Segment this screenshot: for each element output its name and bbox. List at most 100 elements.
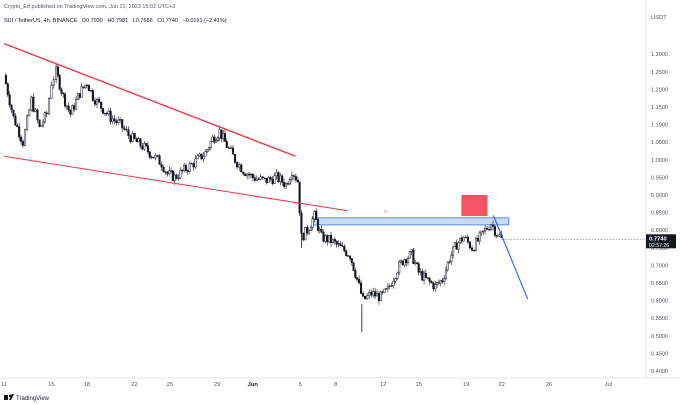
candle-body: [464, 236, 467, 238]
candle-body: [498, 234, 501, 237]
candlestick-series: [4, 62, 503, 333]
candle-body: [267, 177, 270, 183]
candle-body: [168, 170, 171, 175]
candle-body: [292, 175, 295, 177]
ohlc-low: L0.7686: [133, 18, 153, 24]
candle-body: [271, 178, 274, 184]
price-tick-label: 0.8500: [651, 211, 668, 217]
candle-body: [348, 255, 352, 259]
candle-body: [361, 293, 365, 297]
candle-body: [478, 232, 481, 242]
candle-body: [21, 140, 25, 146]
candle-body: [318, 228, 321, 231]
candle-body: [152, 156, 155, 159]
candle-body: [261, 176, 264, 179]
candle-body: [273, 175, 276, 184]
candle-body: [432, 282, 435, 290]
candle-body: [156, 155, 159, 157]
candle-body: [43, 112, 46, 123]
candle-body: [181, 169, 184, 172]
candle-body: [459, 237, 462, 244]
candle-body: [396, 272, 399, 279]
candle-body: [309, 227, 312, 231]
candle-body: [76, 93, 79, 100]
price-tick-label: 1.1500: [651, 105, 668, 111]
candle-body: [315, 211, 318, 220]
candle-body: [347, 255, 350, 257]
candle-body: [253, 177, 256, 181]
price-tick-label: 0.5000: [651, 334, 668, 340]
candle-body: [34, 109, 37, 112]
ohlc-high: H0.7981: [107, 18, 128, 24]
candle-body: [466, 236, 469, 243]
candle-body: [484, 228, 487, 232]
candle-body: [103, 113, 107, 115]
candle-body: [352, 262, 355, 271]
candle-body: [113, 118, 116, 122]
candle-body: [196, 155, 199, 160]
candle-body: [430, 281, 433, 284]
candle-body: [60, 88, 63, 94]
price-tick-label: 0.6500: [651, 281, 668, 287]
candle-body: [470, 247, 474, 251]
candle-body: [263, 177, 266, 179]
candle-body: [215, 140, 218, 143]
candle-body: [259, 176, 262, 180]
candle-body: [428, 277, 431, 282]
candle-body: [183, 165, 186, 172]
candle-body: [32, 96, 35, 112]
candle-body: [131, 133, 134, 142]
candle-body: [107, 110, 110, 115]
candle-body: [36, 109, 39, 121]
candle-body: [341, 245, 344, 247]
candle-body: [202, 155, 205, 160]
candle-body: [372, 291, 375, 296]
candle-body: [84, 84, 87, 88]
time-tick-label: Jun: [248, 382, 259, 388]
candle-body: [26, 115, 29, 131]
last-price-badge-bg: [646, 234, 676, 249]
candle-body: [234, 154, 237, 163]
candle-body: [296, 179, 299, 183]
candle-body: [444, 269, 448, 279]
price-tick-label: 0.9500: [651, 175, 668, 181]
candle-body: [368, 291, 371, 296]
candle-body: [446, 262, 449, 271]
candle-body: [87, 84, 90, 92]
candle-body: [457, 242, 460, 250]
candle-body: [8, 94, 11, 106]
time-axis[interactable]: 11 15 18 22 25 29 Jun 5 8 12 15 19 22 26 Jul: [0, 377, 680, 388]
time-tick-label: Jul: [605, 382, 612, 388]
candle-body: [308, 230, 311, 234]
candle-body: [52, 79, 55, 86]
candle-body: [398, 261, 401, 274]
candle-body: [231, 147, 235, 155]
candle-body: [198, 153, 201, 157]
projection-path: [492, 215, 529, 300]
candle-body: [424, 272, 427, 278]
zone-marker: ^: [384, 211, 387, 217]
candle-body: [23, 129, 27, 146]
candle-body: [343, 245, 346, 252]
candle-body: [28, 109, 31, 117]
candle-body: [436, 282, 439, 285]
candle-body: [121, 119, 124, 129]
candle-body: [4, 75, 7, 85]
candle-body: [462, 237, 465, 242]
candle-body: [158, 155, 161, 165]
candle-body: [80, 86, 83, 98]
candle-body: [441, 280, 444, 282]
candle-body: [58, 75, 61, 90]
candle-body: [137, 138, 140, 143]
candle-body: [485, 228, 489, 230]
candle-body: [16, 124, 19, 127]
candle-body: [375, 293, 379, 297]
candle-body: [366, 295, 369, 300]
candle-body: [123, 127, 126, 130]
candle-body: [220, 129, 223, 139]
price-axis[interactable]: 1.3000 1.2500 1.2000 1.1500 1.1000 1.0500 1.00…: [645, 0, 668, 378]
candle-body: [450, 254, 453, 263]
price-tick-label: 1.0000: [651, 158, 668, 164]
candle-body: [211, 136, 214, 142]
